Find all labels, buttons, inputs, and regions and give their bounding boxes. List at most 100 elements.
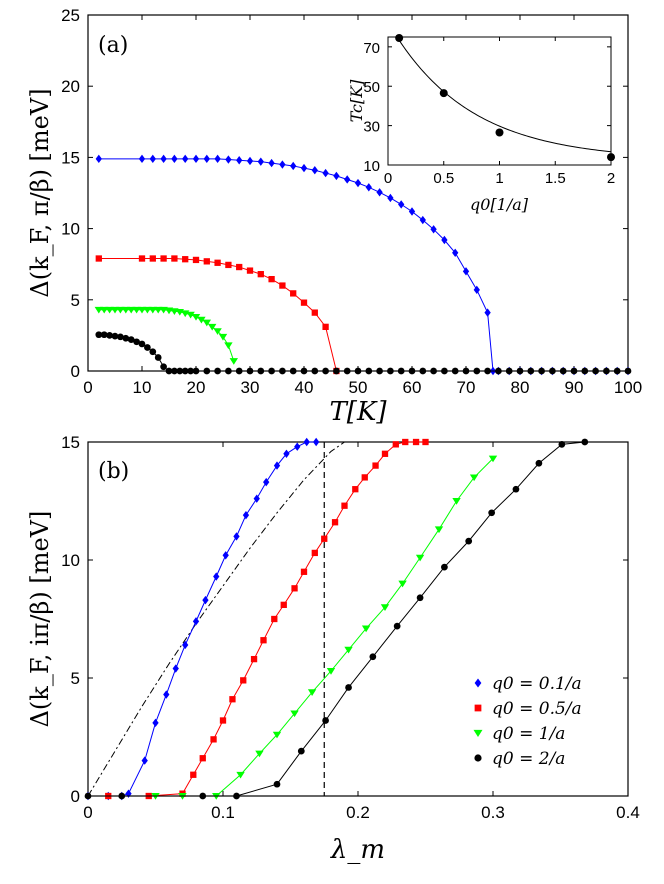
data-point: [419, 367, 427, 375]
panel-b-series: [84, 437, 589, 801]
data-point: [419, 215, 426, 225]
data-point: [94, 306, 103, 314]
data-point: [412, 438, 420, 446]
y-tick-label: 10: [61, 551, 80, 570]
legend-item: q0 = 0.1/a: [474, 674, 582, 694]
data-point: [549, 367, 556, 375]
data-point: [321, 535, 328, 542]
data-point: [160, 363, 167, 371]
x-tick-label: 20: [187, 378, 206, 397]
data-point: [138, 154, 146, 164]
data-point: [300, 299, 308, 306]
inset-frame: [387, 36, 612, 166]
data-point: [397, 367, 405, 375]
data-point: [322, 168, 329, 178]
data-point: [197, 316, 206, 324]
data-point: [300, 163, 308, 173]
data-point: [100, 331, 108, 339]
data-point: [257, 367, 265, 375]
data-point: [422, 438, 429, 446]
data-point: [118, 792, 126, 800]
data-point: [141, 756, 148, 765]
data-point: [192, 154, 200, 164]
data-point: [154, 354, 162, 361]
panel-b-ticks: 0 0.1 0.2 0.3 0.4 0 5 10 15: [61, 433, 640, 822]
x-tick-label: 50: [349, 378, 368, 397]
data-point: [354, 367, 362, 375]
data-point: [100, 306, 109, 314]
data-point: [132, 306, 141, 314]
panel-b-legend: q0 = 0.1/a q0 = 0.5/a q0 = 1/a q0 = 2/a: [473, 674, 582, 769]
data-point: [233, 532, 240, 541]
panel-b-label: (b): [98, 459, 129, 484]
legend-item: q0 = 0.5/a: [474, 699, 582, 719]
data-point: [311, 309, 318, 316]
data-point: [257, 271, 264, 278]
data-point: [144, 344, 151, 351]
data-point: [333, 367, 340, 375]
data-point: [279, 160, 286, 169]
y-tick-label: 0: [71, 362, 80, 381]
data-point: [171, 367, 178, 375]
data-point: [408, 207, 416, 216]
data-point: [210, 736, 217, 743]
data-point: [110, 306, 120, 314]
data-point: [484, 308, 491, 317]
data-point: [224, 342, 233, 350]
data-point: [345, 684, 352, 691]
data-point: [290, 290, 297, 297]
data-point: [290, 161, 297, 171]
data-point: [182, 154, 189, 164]
inset-point: [439, 89, 448, 98]
data-point: [268, 158, 275, 168]
data-point: [152, 718, 159, 728]
data-point: [311, 166, 318, 175]
series-black: [84, 438, 589, 800]
data-point: [138, 255, 146, 262]
series-line: [88, 441, 585, 797]
data-point: [235, 367, 243, 375]
data-point: [505, 367, 513, 375]
data-point: [592, 367, 599, 375]
data-point: [148, 306, 157, 314]
data-point: [341, 502, 348, 509]
y-tick-label: 50: [363, 79, 380, 96]
data-point: [343, 367, 351, 375]
data-point: [190, 771, 197, 778]
y-tick-label: 10: [363, 158, 380, 175]
panel-a-xlabel: T[K]: [329, 397, 387, 427]
inset-point: [495, 128, 504, 137]
data-point: [289, 367, 297, 375]
data-point: [398, 200, 405, 209]
data-point: [219, 717, 227, 724]
data-point: [203, 154, 210, 164]
data-point: [462, 367, 470, 375]
x-tick-label: 30: [241, 378, 260, 397]
data-point: [229, 358, 238, 365]
data-point: [133, 338, 140, 346]
data-point: [192, 367, 200, 375]
data-point: [236, 771, 245, 779]
data-point: [376, 188, 383, 197]
data-point: [469, 474, 479, 482]
data-point: [95, 255, 102, 262]
data-point: [624, 367, 632, 375]
data-point: [352, 486, 359, 493]
data-point: [172, 664, 179, 673]
y-tick-label: 70: [363, 40, 380, 57]
legend-marker: [474, 704, 482, 712]
data-point: [229, 696, 236, 703]
data-point: [242, 510, 250, 520]
data-point: [160, 255, 167, 262]
panel-b-ylabel: Δ(k_F, iπ/β) [meV]: [26, 511, 54, 728]
data-point: [192, 617, 200, 626]
y-tick-label: 20: [61, 77, 80, 96]
legend-marker: [474, 678, 482, 688]
x-tick-label: 40: [295, 378, 314, 397]
data-point: [430, 225, 437, 234]
data-point: [225, 261, 232, 269]
data-point: [116, 306, 125, 314]
series-blue: [95, 154, 632, 376]
